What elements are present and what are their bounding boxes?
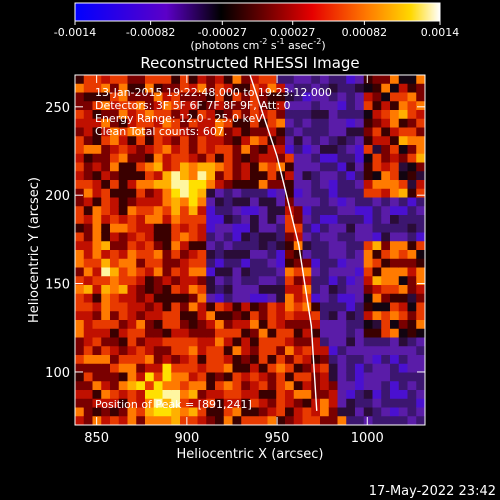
x-axis-ticks: 850 900 950 1000 xyxy=(84,75,384,446)
y-tick-label: 100 xyxy=(45,366,70,381)
annotation-clean: Clean Total counts: 607. xyxy=(95,125,227,138)
heatmap-image xyxy=(75,75,425,425)
x-tick-label: 950 xyxy=(265,431,290,446)
x-tick-label: 900 xyxy=(174,431,199,446)
y-tick-label: 200 xyxy=(45,189,70,204)
y-tick-label: 250 xyxy=(45,101,70,116)
chart-title: Reconstructed RHESSI Image xyxy=(140,54,359,72)
y-axis-ticks: 100 150 200 250 xyxy=(45,101,425,381)
colorbar-tick-label: 0.00027 xyxy=(270,26,316,39)
annotation-peak: Position of Peak = [891,241] xyxy=(95,398,252,411)
colorbar-ticks: -0.0014 -0.00082 -0.00027 0.00027 0.00082 0.0… xyxy=(54,21,459,39)
x-tick-label: 850 xyxy=(84,431,109,446)
colorbar-tick-label: -0.00027 xyxy=(198,26,247,39)
colorbar-tick-label: 0.0014 xyxy=(421,26,460,39)
y-tick-label: 150 xyxy=(45,278,70,293)
annotation-detectors: Detectors: 3F 5F 6F 7F 8F 9F, Att: 0 xyxy=(95,99,290,112)
annotation-time-range: 13-Jan-2015 19:22:48.000 to 19:23:12.000 xyxy=(95,86,332,99)
annotation-energy: Energy Range: 12.0 - 25.0 keV xyxy=(95,112,263,125)
plot-frame xyxy=(74,74,426,426)
y-axis-label: Heliocentric Y (arcsec) xyxy=(27,177,42,323)
colorbar-tick-label: -0.0014 xyxy=(54,26,96,39)
footer-timestamp: 17-May-2022 23:42 xyxy=(369,484,496,499)
colorbar-tick-label: -0.00082 xyxy=(126,26,175,39)
x-axis-label: Heliocentric X (arcsec) xyxy=(177,447,324,462)
x-tick-label: 1000 xyxy=(351,431,384,446)
colorbar-gradient xyxy=(74,2,441,22)
solar-limb-curve xyxy=(249,75,318,411)
annotations: 13-Jan-2015 19:22:48.000 to 19:23:12.000… xyxy=(95,86,332,411)
colorbar: -0.0014 -0.00082 -0.00027 0.00027 0.00082 0.0… xyxy=(54,2,459,52)
colorbar-tick-label: 0.00082 xyxy=(342,26,388,39)
colorbar-unit-label: (photons cm-2 s-1 asec-2) xyxy=(190,37,325,52)
